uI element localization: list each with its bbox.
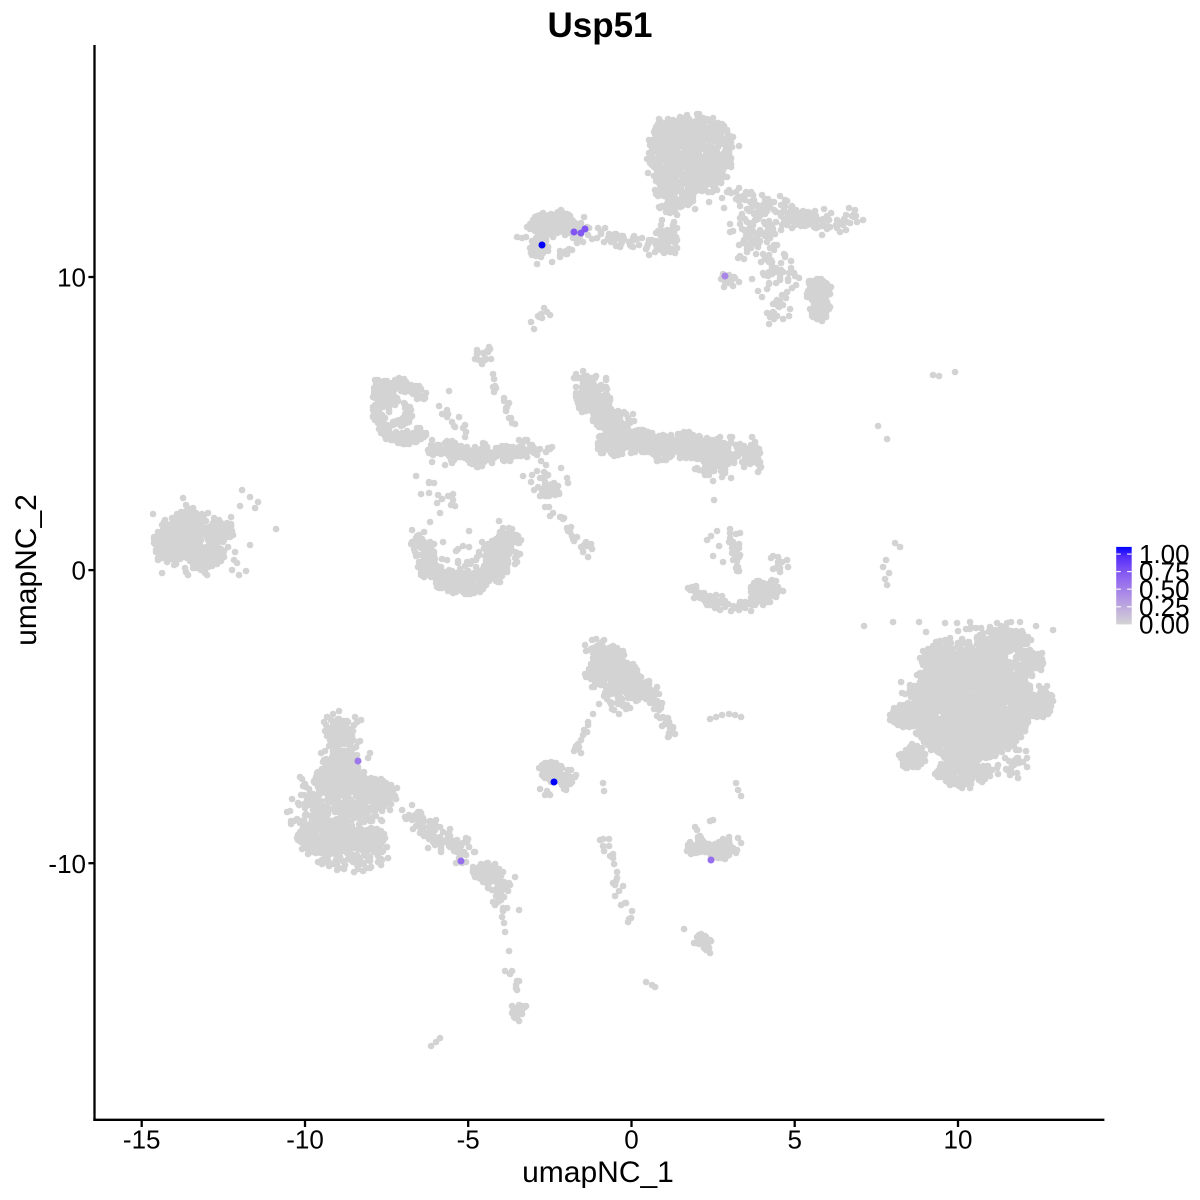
svg-text:Usp51: Usp51 (547, 6, 652, 45)
svg-text:0.25: 0.25 (1139, 592, 1190, 622)
svg-text:-10: -10 (48, 849, 86, 879)
svg-text:0: 0 (72, 556, 86, 586)
svg-text:0.50: 0.50 (1139, 574, 1190, 604)
svg-text:5: 5 (787, 1125, 801, 1155)
svg-text:10: 10 (57, 263, 86, 293)
svg-text:0: 0 (624, 1125, 638, 1155)
svg-text:10: 10 (944, 1125, 973, 1155)
svg-text:1.00: 1.00 (1139, 539, 1190, 569)
svg-text:0.75: 0.75 (1139, 557, 1190, 587)
svg-text:umapNC_2: umapNC_2 (10, 494, 43, 646)
svg-text:-10: -10 (286, 1125, 324, 1155)
svg-text:-5: -5 (457, 1125, 480, 1155)
svg-text:-15: -15 (123, 1125, 161, 1155)
svg-text:0.00: 0.00 (1139, 609, 1190, 639)
svg-text:umapNC_1: umapNC_1 (522, 1156, 674, 1189)
